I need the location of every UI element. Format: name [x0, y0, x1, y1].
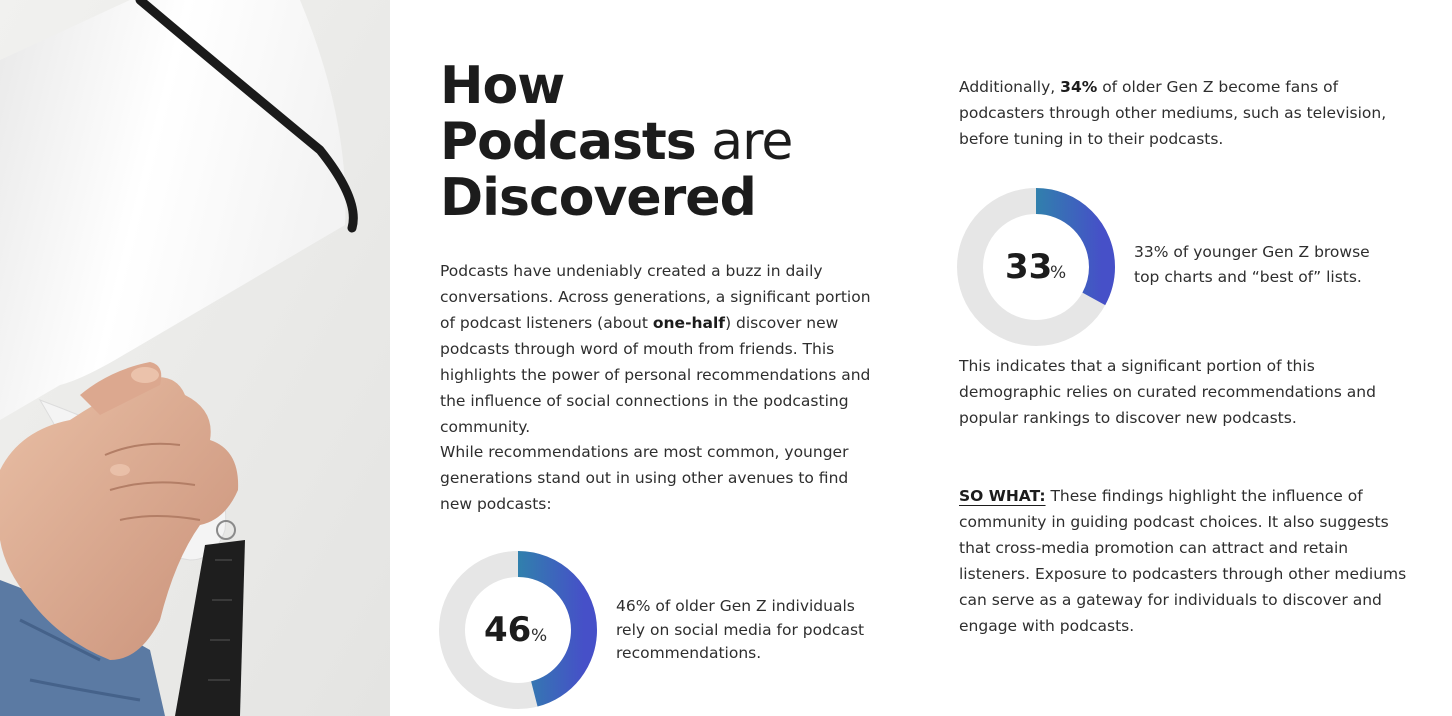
donut-33-number: 33: [1005, 247, 1053, 287]
stat-46-caption: 46% of older Gen Z individuals rely on s…: [616, 597, 865, 662]
intro-p1-after: ) discover new podcasts through word of …: [440, 314, 871, 436]
title-line-2: Podcasts are: [440, 114, 860, 170]
page-title: How Podcasts are Discovered: [440, 58, 860, 226]
donut-33-unit: %: [1050, 263, 1067, 283]
donut-33-arc: [957, 188, 1115, 346]
right-intro-after: of older Gen Z become fans of podcasters…: [959, 78, 1387, 148]
right-intro-bold: 34%: [1060, 78, 1098, 96]
donut-46-unit: %: [531, 626, 548, 646]
title-line-1: How: [440, 56, 565, 116]
stat-33-caption: 33% of younger Gen Z browse top charts a…: [1134, 243, 1370, 286]
right-intro-before: Additionally,: [959, 78, 1061, 96]
intro-paragraph-1: Podcasts have undeniably created a buzz …: [440, 258, 890, 440]
right-middle-paragraph: This indicates that a significant portio…: [959, 357, 1376, 427]
so-what-label: SO WHAT:: [959, 487, 1046, 505]
so-what-paragraph: SO WHAT: These findings highlight the in…: [959, 483, 1409, 639]
donut-46-number: 46: [484, 610, 532, 650]
right-intro-paragraph: Additionally, 34% of older Gen Z become …: [959, 74, 1399, 152]
title-line-2-light: are: [695, 112, 793, 172]
intro-p1-bold: one-half: [652, 314, 726, 332]
megaphone-hand-illustration: [0, 0, 390, 716]
donut-chart-46: [439, 551, 597, 709]
title-line-2-bold: Podcasts: [440, 112, 697, 172]
intro-paragraph-2: While recommendations are most common, y…: [440, 443, 849, 513]
megaphone-photo: [0, 0, 390, 716]
donut-46-arc: [439, 551, 597, 709]
intro-p1-before: Podcasts have undeniably created a buzz …: [440, 262, 871, 332]
donut-chart-33: [957, 188, 1115, 346]
so-what-text: These findings highlight the influence o…: [959, 487, 1407, 635]
title-line-3: Discovered: [440, 168, 757, 228]
